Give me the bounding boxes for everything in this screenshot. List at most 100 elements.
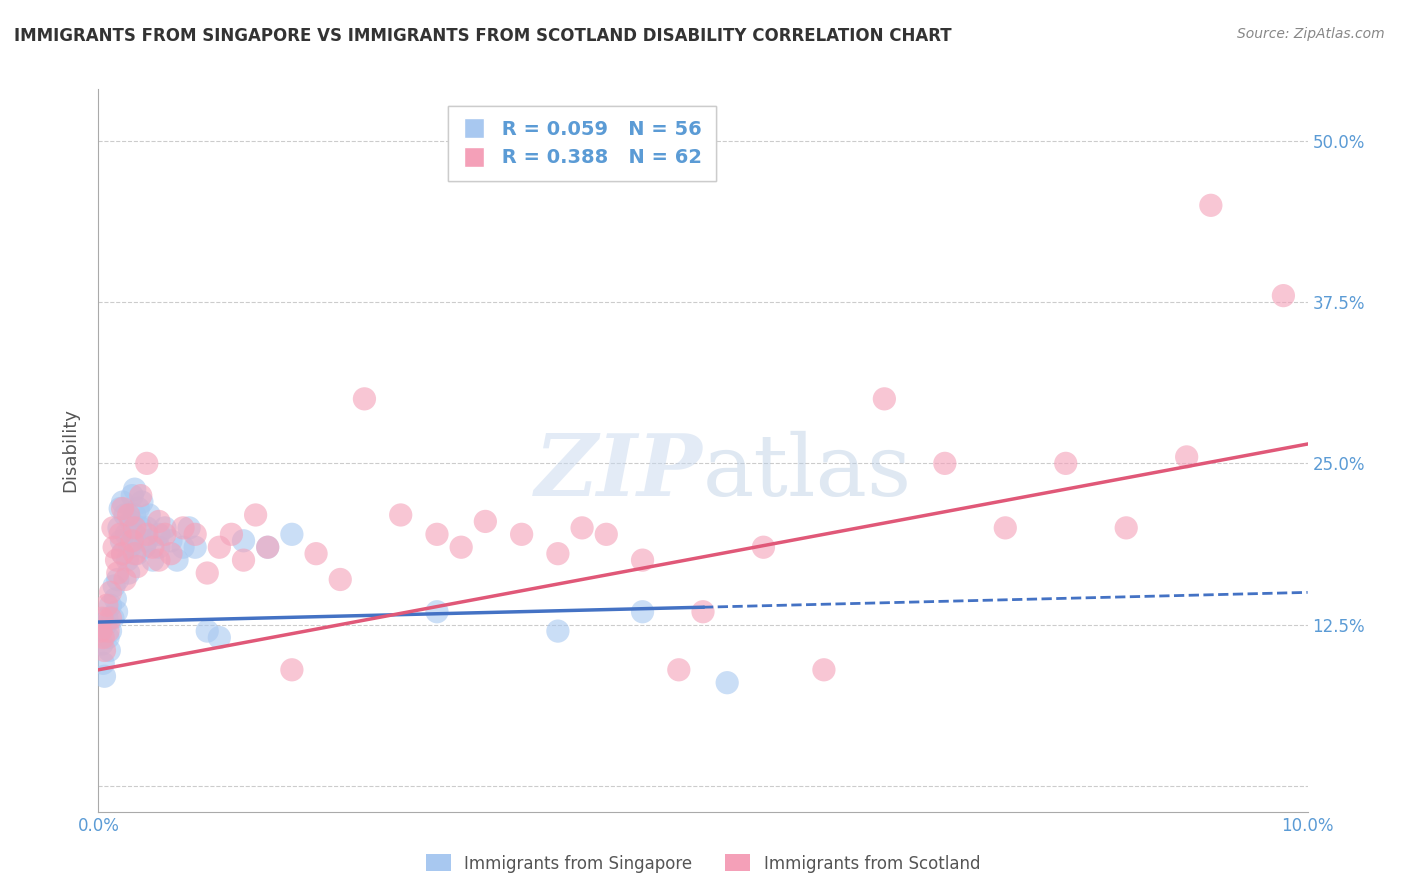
Point xyxy=(153,527,176,541)
Point xyxy=(1115,521,1137,535)
Point xyxy=(208,540,231,554)
Point xyxy=(1175,450,1198,464)
Point xyxy=(97,624,120,639)
Point xyxy=(110,533,132,548)
Point xyxy=(124,482,146,496)
Point xyxy=(813,663,835,677)
Point xyxy=(135,533,157,548)
Point xyxy=(389,508,412,522)
Point xyxy=(93,643,115,657)
Point xyxy=(91,637,114,651)
Point xyxy=(153,521,176,535)
Point xyxy=(115,527,138,541)
Point xyxy=(118,566,141,580)
Point xyxy=(111,547,134,561)
Point xyxy=(107,573,129,587)
Point xyxy=(111,547,134,561)
Point xyxy=(129,521,152,535)
Text: IMMIGRANTS FROM SINGAPORE VS IMMIGRANTS FROM SCOTLAND DISABILITY CORRELATION CHA: IMMIGRANTS FROM SINGAPORE VS IMMIGRANTS … xyxy=(14,27,952,45)
Point xyxy=(1272,288,1295,302)
Point xyxy=(148,527,170,541)
Point xyxy=(195,566,218,580)
Point xyxy=(474,515,496,529)
Point xyxy=(111,495,134,509)
Point xyxy=(103,579,125,593)
Point xyxy=(510,527,533,541)
Point xyxy=(1199,198,1222,212)
Point xyxy=(129,489,152,503)
Point xyxy=(172,521,194,535)
Point xyxy=(281,663,304,677)
Point xyxy=(547,547,569,561)
Point xyxy=(329,573,352,587)
Legend: Immigrants from Singapore, Immigrants from Scotland: Immigrants from Singapore, Immigrants fr… xyxy=(419,847,987,880)
Point xyxy=(142,540,165,554)
Point xyxy=(547,624,569,639)
Point xyxy=(184,540,207,554)
Point xyxy=(120,515,142,529)
Point xyxy=(97,631,120,645)
Point xyxy=(96,611,118,625)
Point xyxy=(100,599,122,613)
Point xyxy=(571,521,593,535)
Point xyxy=(111,501,134,516)
Point xyxy=(232,533,254,548)
Point xyxy=(100,611,122,625)
Point xyxy=(245,508,267,522)
Point xyxy=(124,521,146,535)
Point xyxy=(135,521,157,535)
Point xyxy=(107,566,129,580)
Point xyxy=(934,456,956,470)
Point xyxy=(93,669,115,683)
Point xyxy=(91,611,114,625)
Point xyxy=(105,553,128,567)
Point xyxy=(256,540,278,554)
Point xyxy=(114,573,136,587)
Point xyxy=(426,527,449,541)
Point xyxy=(148,515,170,529)
Point xyxy=(101,521,124,535)
Point xyxy=(134,540,156,554)
Point xyxy=(127,547,149,561)
Point xyxy=(232,553,254,567)
Point xyxy=(104,591,127,606)
Point xyxy=(281,527,304,541)
Point xyxy=(426,605,449,619)
Point xyxy=(752,540,775,554)
Point xyxy=(91,631,114,645)
Point xyxy=(108,501,131,516)
Point xyxy=(124,527,146,541)
Point xyxy=(208,631,231,645)
Point xyxy=(121,533,143,548)
Point xyxy=(994,521,1017,535)
Text: ZIP: ZIP xyxy=(536,430,703,514)
Point xyxy=(353,392,375,406)
Text: atlas: atlas xyxy=(703,431,912,514)
Point xyxy=(96,599,118,613)
Point xyxy=(873,392,896,406)
Point xyxy=(108,521,131,535)
Point xyxy=(108,527,131,541)
Point xyxy=(114,508,136,522)
Point xyxy=(135,527,157,541)
Point xyxy=(142,553,165,567)
Point xyxy=(131,495,153,509)
Point xyxy=(256,540,278,554)
Text: Source: ZipAtlas.com: Source: ZipAtlas.com xyxy=(1237,27,1385,41)
Point xyxy=(184,527,207,541)
Point xyxy=(148,553,170,567)
Legend:  R = 0.059   N = 56,  R = 0.388   N = 62: R = 0.059 N = 56, R = 0.388 N = 62 xyxy=(449,106,716,181)
Point xyxy=(117,553,139,567)
Point xyxy=(221,527,243,541)
Point xyxy=(450,540,472,554)
Point xyxy=(135,456,157,470)
Point xyxy=(305,547,328,561)
Point xyxy=(90,624,112,639)
Point xyxy=(160,547,183,561)
Point xyxy=(94,617,117,632)
Point xyxy=(98,643,121,657)
Point xyxy=(121,489,143,503)
Point xyxy=(90,624,112,639)
Point xyxy=(692,605,714,619)
Point xyxy=(160,533,183,548)
